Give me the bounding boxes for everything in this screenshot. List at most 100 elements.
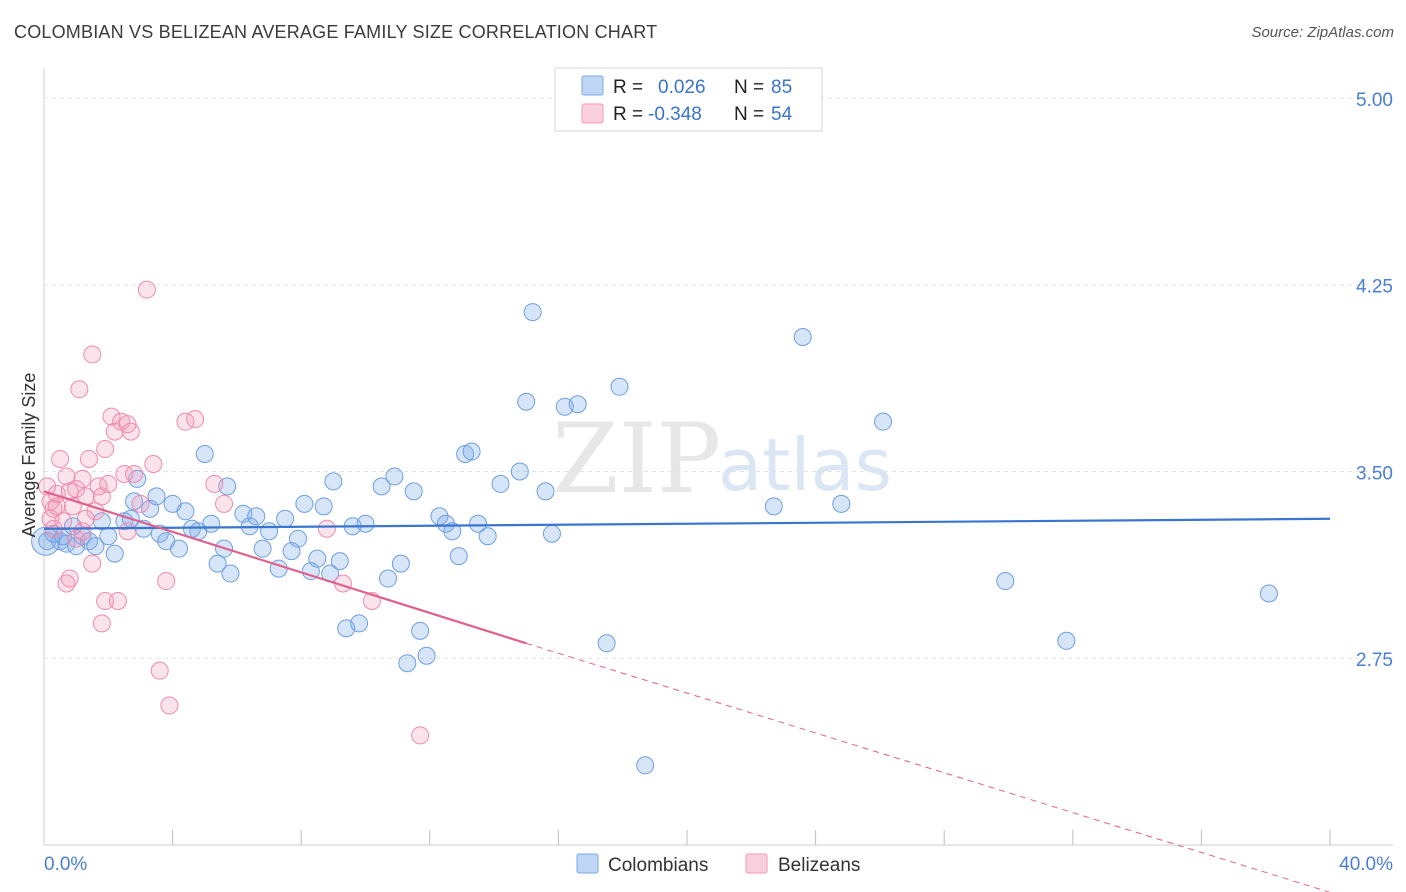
colombians-point xyxy=(314,497,333,516)
belizeans-point xyxy=(108,591,127,610)
legend-r-value-pink: -0.348 xyxy=(648,104,702,125)
gridlines xyxy=(44,97,1393,659)
legend-r-label-blue: R = xyxy=(613,77,643,98)
bottom-legend-belizeans: Belizeans xyxy=(778,855,860,876)
belizeans-trend-line xyxy=(43,490,527,645)
belizeans-point xyxy=(44,499,63,518)
colombians-point xyxy=(1057,631,1076,650)
belizeans-point xyxy=(215,494,234,513)
bottom-legend-colombians: Colombians xyxy=(608,855,708,876)
belizeans-point xyxy=(102,407,121,426)
colombians-point xyxy=(832,494,851,513)
colombians-point xyxy=(195,445,214,464)
colombians-point xyxy=(443,522,462,541)
colombians-point xyxy=(469,514,488,533)
watermark-zip: ZIP xyxy=(552,403,721,515)
belizeans-point xyxy=(47,497,66,516)
y-tick-label: 5.00 xyxy=(1356,90,1393,111)
belizeans-point xyxy=(57,467,76,486)
belizeans-trend-extension xyxy=(526,642,1331,892)
colombians-point xyxy=(385,467,404,486)
colombians-point xyxy=(288,529,307,548)
colombians-point xyxy=(1259,584,1278,603)
colombians-point xyxy=(356,514,375,533)
colombians-point xyxy=(308,549,327,568)
belizeans-point xyxy=(115,464,134,483)
y-tick-label: 3.50 xyxy=(1356,463,1393,484)
colombians-point xyxy=(536,482,555,501)
colombians-point xyxy=(478,527,497,546)
legend-n-label-pink: N = xyxy=(734,104,764,125)
colombians-point xyxy=(379,569,398,588)
belizeans-point xyxy=(83,554,102,573)
colombians-point xyxy=(636,756,655,775)
colombians-point xyxy=(568,395,587,414)
belizeans-point xyxy=(121,422,140,441)
axes xyxy=(43,68,1393,846)
belizeans-point xyxy=(38,477,57,496)
colombians-point xyxy=(253,539,272,558)
legend-swatch-blue xyxy=(581,75,604,96)
bottom-legend-swatch-colombians xyxy=(576,853,599,874)
colombians-point xyxy=(597,634,616,653)
colombians-point xyxy=(874,412,893,431)
belizeans-points xyxy=(38,280,430,745)
watermark-atlas: atlas xyxy=(718,423,892,507)
belizeans-point xyxy=(57,574,76,593)
colombians-trend-line xyxy=(43,517,1331,530)
colombians-point xyxy=(449,547,468,566)
y-tick-labels: 2.75 3.50 4.25 5.00 xyxy=(1356,90,1393,671)
colombians-point xyxy=(610,377,629,396)
legend-n-value-pink: 54 xyxy=(771,104,793,125)
belizeans-point xyxy=(186,410,205,429)
y-axis-label: Average Family Size xyxy=(19,373,39,538)
colombians-point xyxy=(295,494,314,513)
colombians-point xyxy=(92,512,111,531)
belizeans-point xyxy=(70,380,89,399)
colombians-point xyxy=(542,524,561,543)
belizeans-point xyxy=(99,474,118,493)
legend-swatch-pink xyxy=(581,103,604,124)
belizeans-point xyxy=(54,512,73,531)
colombians-point xyxy=(491,474,510,493)
correlation-legend: R = 0.026 N = 85 R = -0.348 N = 54 xyxy=(554,67,823,132)
belizeans-point xyxy=(317,519,336,538)
colombians-point xyxy=(350,614,369,633)
y-tick-label: 4.25 xyxy=(1356,277,1393,298)
belizeans-point xyxy=(92,614,111,633)
trend-lines xyxy=(43,490,1331,892)
belizeans-point xyxy=(125,464,144,483)
colombians-point xyxy=(436,514,455,533)
legend-r-label-pink: R = xyxy=(613,104,643,125)
belizeans-point xyxy=(60,569,79,588)
chart-title: COLOMBIAN VS BELIZEAN AVERAGE FAMILY SIZ… xyxy=(14,22,658,42)
belizeans-point xyxy=(73,469,92,488)
x-tick-label-min: 0.0% xyxy=(44,854,87,875)
colombians-point xyxy=(764,497,783,516)
colombians-point xyxy=(324,472,343,491)
colombians-point xyxy=(247,507,266,526)
colombians-point xyxy=(462,442,481,461)
belizeans-point xyxy=(160,696,179,715)
colombians-point xyxy=(398,654,417,673)
belizeans-point xyxy=(80,450,99,469)
colombians-point xyxy=(391,554,410,573)
legend-r-value-blue: 0.026 xyxy=(658,77,706,98)
colombians-points xyxy=(31,303,1278,775)
colombians-point xyxy=(517,392,536,411)
colombians-point xyxy=(276,509,295,528)
colombians-point xyxy=(411,621,430,640)
colombians-point xyxy=(202,514,221,533)
legend-n-label-blue: N = xyxy=(734,77,764,98)
belizeans-point xyxy=(150,661,169,680)
belizeans-point xyxy=(67,529,86,548)
colombians-point xyxy=(417,646,436,665)
belizeans-point xyxy=(144,454,163,473)
belizeans-point xyxy=(411,726,430,745)
belizeans-point xyxy=(67,479,86,498)
colombians-point xyxy=(221,564,240,583)
x-tick-label-max: 40.0% xyxy=(1339,854,1393,875)
series-legend: Colombians Belizeans xyxy=(576,853,860,876)
belizeans-point xyxy=(131,494,150,513)
y-tick-label: 2.75 xyxy=(1356,650,1393,671)
